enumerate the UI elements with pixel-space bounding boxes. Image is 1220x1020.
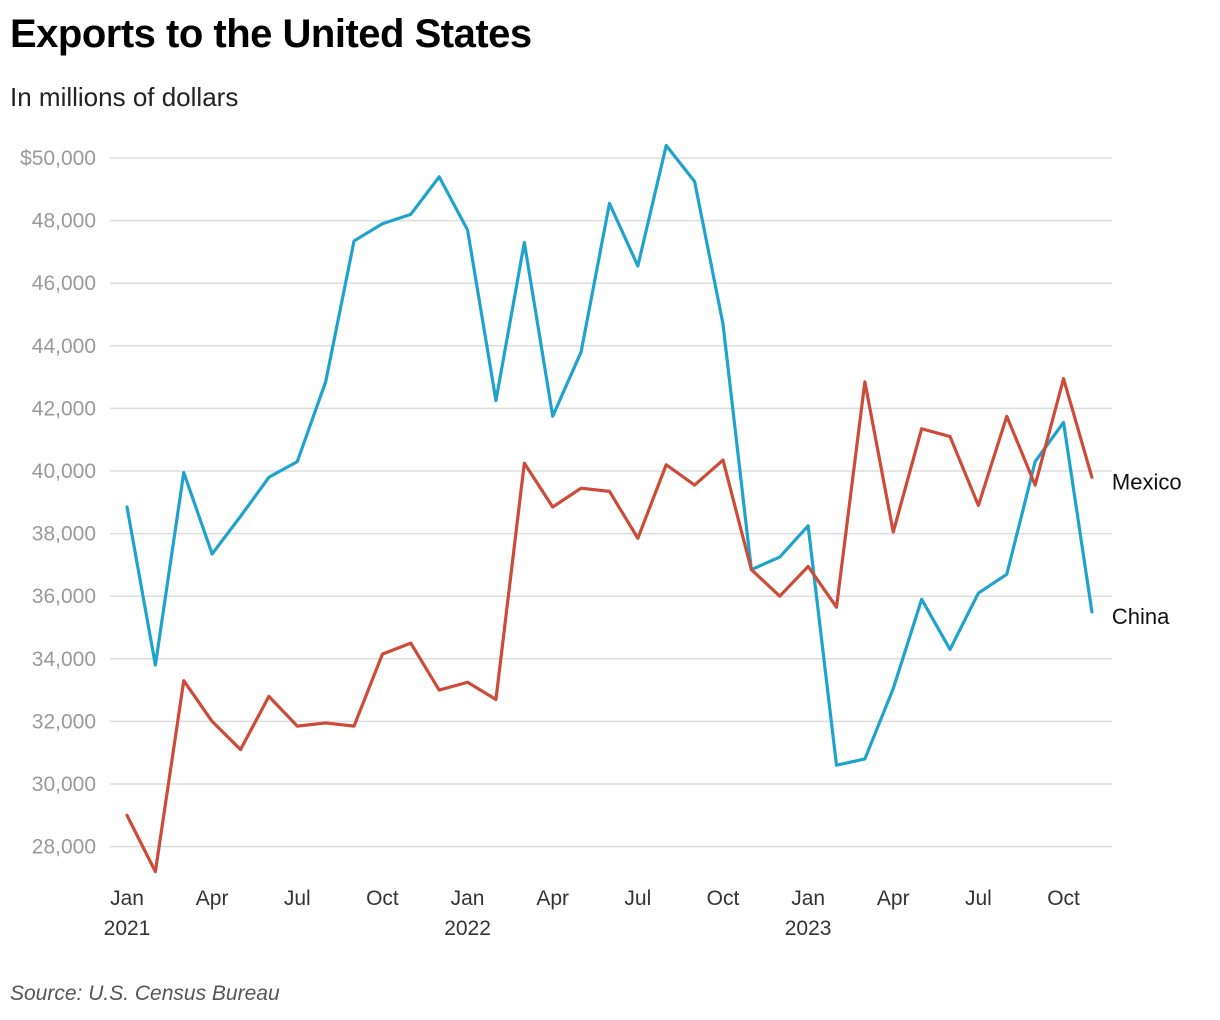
x-tick-label: Apr <box>877 887 910 910</box>
x-tick-label: Apr <box>536 887 569 910</box>
y-tick-label: 30,000 <box>32 773 96 796</box>
x-tick-label: Oct <box>707 887 740 910</box>
x-tick-label: Apr <box>196 887 229 910</box>
y-tick-label: 36,000 <box>32 585 96 608</box>
x-tick-year-label: 2021 <box>104 917 151 940</box>
series-label-mexico: Mexico <box>1112 469 1182 494</box>
series-label-china: China <box>1112 604 1170 629</box>
x-axis-tick-labels: Jan 2021 Apr Jul Oct Jan 2022 Apr Jul Oct Jan 2023 A… <box>104 887 1080 940</box>
series-line-mexico <box>125 377 1094 874</box>
y-tick-label: 48,000 <box>32 210 96 233</box>
y-tick-label: 34,000 <box>32 648 96 671</box>
gridlines <box>110 157 1112 848</box>
x-tick-year-label: 2022 <box>444 917 491 940</box>
y-axis-tick-labels: $50,000 48,000 46,000 44,000 42,000 40,000 38,… <box>20 147 96 859</box>
x-tick-label: Jul <box>624 887 651 910</box>
y-tick-label: 46,000 <box>32 272 96 295</box>
y-tick-label: 28,000 <box>32 836 96 859</box>
x-tick-label: Oct <box>366 887 399 910</box>
x-tick-label: Jan <box>791 887 825 910</box>
x-tick-label: Oct <box>1047 887 1080 910</box>
chart-source: Source: U.S. Census Bureau <box>10 982 280 1005</box>
y-tick-label: 32,000 <box>32 710 96 733</box>
y-tick-label: 38,000 <box>32 523 96 546</box>
chart-subtitle: In millions of dollars <box>10 82 239 112</box>
x-tick-label: Jul <box>965 887 992 910</box>
y-tick-label: 42,000 <box>32 397 96 420</box>
chart-title: Exports to the United States <box>10 12 532 56</box>
x-tick-label: Jul <box>284 887 311 910</box>
x-tick-label: Jan <box>110 887 144 910</box>
series-line-china <box>125 143 1094 767</box>
x-tick-year-label: 2023 <box>785 917 832 940</box>
y-tick-label: 44,000 <box>32 335 96 358</box>
x-tick-label: Jan <box>451 887 485 910</box>
y-tick-label: $50,000 <box>20 147 96 170</box>
y-tick-label: 40,000 <box>32 460 96 483</box>
